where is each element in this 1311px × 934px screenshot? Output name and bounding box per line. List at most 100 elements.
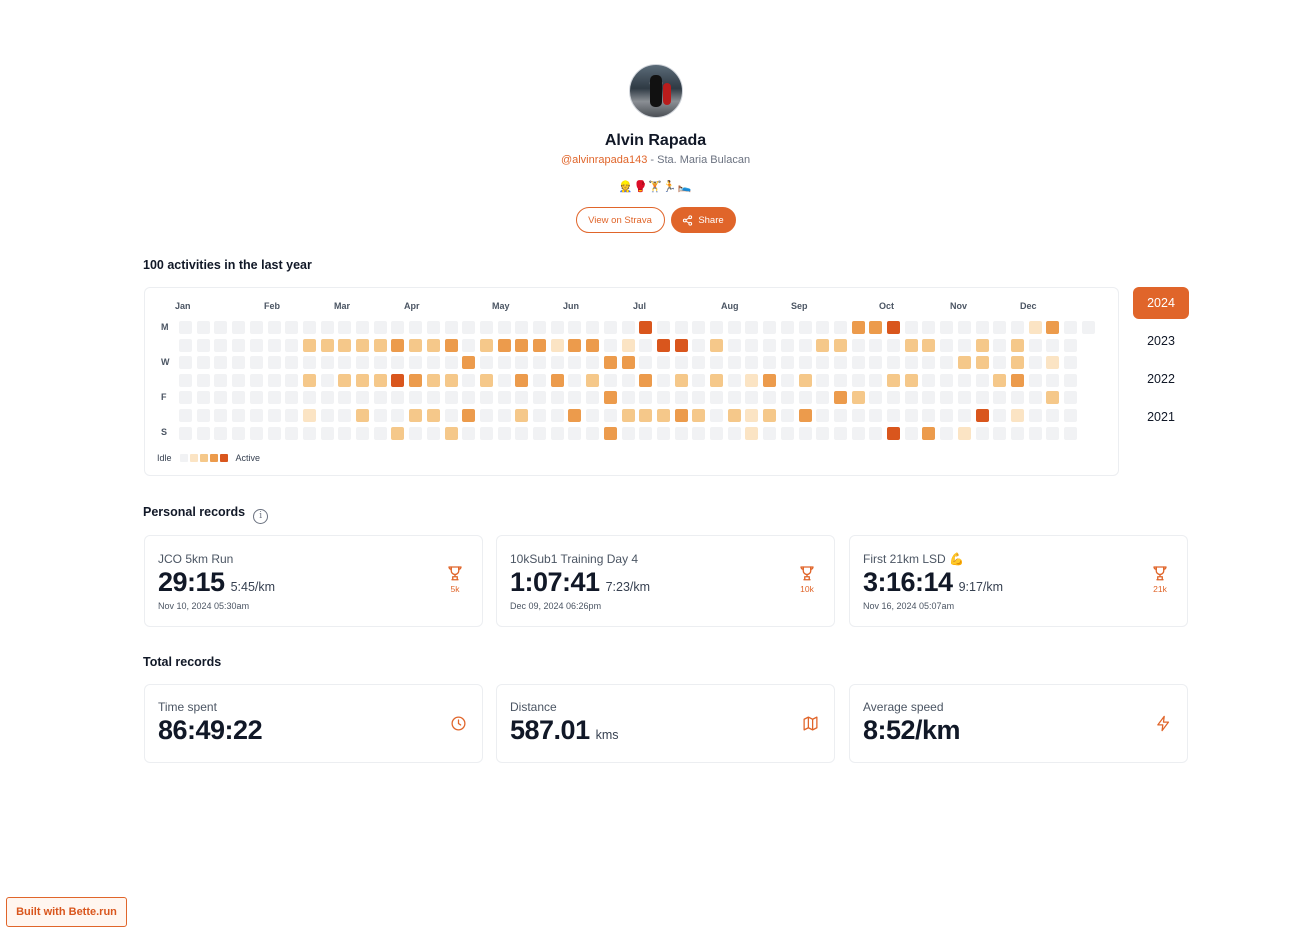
heatmap-cell[interactable] [373, 391, 387, 405]
heatmap-cell[interactable] [975, 321, 989, 334]
heatmap-cell[interactable] [887, 356, 900, 370]
heatmap-cell[interactable] [533, 373, 546, 387]
heatmap-cell[interactable] [993, 409, 1007, 422]
heatmap-cell[interactable] [249, 391, 263, 405]
heatmap-cell[interactable] [267, 338, 281, 352]
heatmap-cell[interactable] [391, 391, 405, 405]
heatmap-cell[interactable] [249, 409, 263, 422]
heatmap-cell[interactable] [497, 426, 511, 440]
heatmap-cell[interactable] [214, 426, 228, 440]
heatmap-cell[interactable] [904, 391, 918, 405]
heatmap-cell[interactable] [798, 338, 812, 352]
heatmap-cell[interactable] [869, 409, 883, 422]
heatmap-cell[interactable] [214, 391, 228, 405]
heatmap-cell[interactable] [338, 356, 352, 370]
heatmap-cell[interactable] [975, 391, 989, 405]
heatmap-cell[interactable] [285, 391, 299, 405]
heatmap-cell[interactable] [639, 321, 653, 334]
heatmap-cell[interactable] [727, 356, 741, 370]
heatmap-cell[interactable] [603, 321, 617, 334]
heatmap-cell[interactable] [338, 321, 352, 334]
heatmap-cell[interactable] [550, 321, 564, 334]
share-button[interactable]: Share [670, 207, 736, 233]
heatmap-cell[interactable] [656, 426, 670, 440]
heatmap-cell[interactable] [462, 356, 476, 370]
heatmap-cell[interactable] [798, 409, 812, 422]
heatmap-cell[interactable] [851, 426, 865, 440]
heatmap-cell[interactable] [1064, 409, 1077, 422]
heatmap-cell[interactable] [214, 356, 228, 370]
heatmap-cell[interactable] [568, 409, 582, 422]
heatmap-cell[interactable] [639, 338, 653, 352]
heatmap-cell[interactable] [674, 338, 688, 352]
heatmap-cell[interactable] [409, 426, 423, 440]
heatmap-cell[interactable] [603, 373, 617, 387]
heatmap-cell[interactable] [391, 373, 405, 387]
heatmap-cell[interactable] [1064, 391, 1077, 405]
heatmap-cell[interactable] [727, 373, 741, 387]
heatmap-cell[interactable] [1028, 426, 1042, 440]
heatmap-cell[interactable] [302, 321, 316, 334]
heatmap-cell[interactable] [692, 373, 706, 387]
heatmap-cell[interactable] [232, 426, 246, 440]
heatmap-cell[interactable] [710, 356, 723, 370]
heatmap-cell[interactable] [179, 321, 192, 334]
heatmap-cell[interactable] [993, 373, 1007, 387]
heatmap-cell[interactable] [674, 391, 688, 405]
heatmap-cell[interactable] [1046, 391, 1060, 405]
heatmap-cell[interactable] [497, 373, 511, 387]
heatmap-cell[interactable] [621, 426, 635, 440]
heatmap-cell[interactable] [957, 409, 971, 422]
heatmap-cell[interactable] [391, 426, 405, 440]
heatmap-cell[interactable] [232, 356, 246, 370]
heatmap-cell[interactable] [957, 338, 971, 352]
heatmap-cell[interactable] [373, 373, 387, 387]
heatmap-cell[interactable] [833, 356, 847, 370]
heatmap-cell[interactable] [780, 338, 794, 352]
heatmap-cell[interactable] [302, 373, 316, 387]
heatmap-cell[interactable] [1064, 426, 1077, 440]
heatmap-cell[interactable] [975, 373, 989, 387]
heatmap-cell[interactable] [196, 338, 210, 352]
heatmap-cell[interactable] [267, 391, 281, 405]
heatmap-cell[interactable] [479, 426, 493, 440]
heatmap-cell[interactable] [515, 356, 529, 370]
heatmap-cell[interactable] [232, 373, 246, 387]
heatmap-cell[interactable] [479, 356, 493, 370]
heatmap-cell[interactable] [1028, 338, 1042, 352]
heatmap-cell[interactable] [232, 409, 246, 422]
heatmap-cell[interactable] [338, 373, 352, 387]
heatmap-cell[interactable] [179, 426, 192, 440]
heatmap-cell[interactable] [550, 426, 564, 440]
heatmap-cell[interactable] [922, 373, 936, 387]
heatmap-cell[interactable] [515, 426, 529, 440]
heatmap-cell[interactable] [373, 426, 387, 440]
heatmap-cell[interactable] [285, 338, 299, 352]
heatmap-cell[interactable] [1010, 321, 1024, 334]
heatmap-cell[interactable] [426, 373, 440, 387]
heatmap-cell[interactable] [869, 373, 883, 387]
heatmap-cell[interactable] [356, 373, 369, 387]
heatmap-cell[interactable] [302, 391, 316, 405]
heatmap-cell[interactable] [869, 321, 883, 334]
heatmap-cell[interactable] [798, 373, 812, 387]
heatmap-cell[interactable] [302, 409, 316, 422]
heatmap-cell[interactable] [462, 409, 476, 422]
heatmap-cell[interactable] [533, 321, 546, 334]
heatmap-cell[interactable] [285, 373, 299, 387]
heatmap-cell[interactable] [922, 338, 936, 352]
heatmap-cell[interactable] [409, 321, 423, 334]
heatmap-cell[interactable] [320, 409, 334, 422]
heatmap-cell[interactable] [249, 321, 263, 334]
heatmap-cell[interactable] [940, 356, 954, 370]
heatmap-cell[interactable] [1064, 373, 1077, 387]
heatmap-cell[interactable] [869, 391, 883, 405]
heatmap-cell[interactable] [320, 356, 334, 370]
heatmap-cell[interactable] [869, 426, 883, 440]
heatmap-cell[interactable] [763, 338, 777, 352]
heatmap-cell[interactable] [444, 338, 458, 352]
heatmap-cell[interactable] [851, 321, 865, 334]
heatmap-cell[interactable] [780, 321, 794, 334]
heatmap-cell[interactable] [285, 356, 299, 370]
heatmap-cell[interactable] [833, 391, 847, 405]
